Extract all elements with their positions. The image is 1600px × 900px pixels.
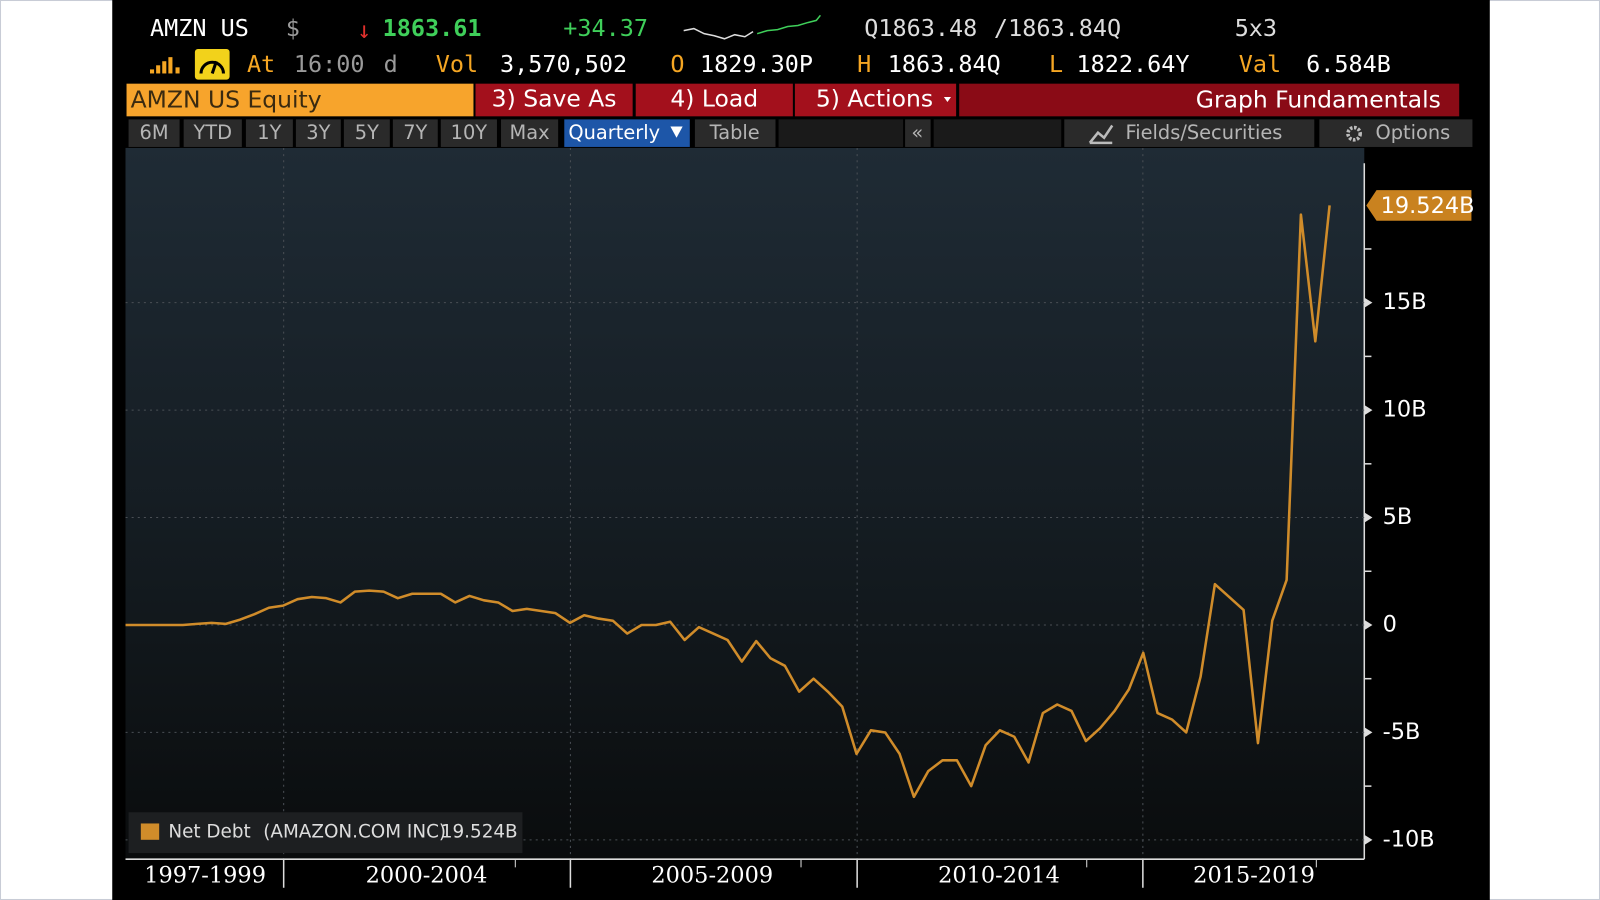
open-label: O [670, 50, 684, 78]
y-tick-label: -10B [1383, 826, 1435, 852]
tab[interactable] [295, 119, 341, 147]
y-tick-label: -5B [1383, 719, 1421, 745]
currency: $ [286, 14, 300, 42]
y-tick-label: 15B [1383, 289, 1427, 315]
tab-label[interactable]: 6M [140, 121, 169, 144]
high: 1863.84Q [888, 50, 1001, 78]
tab[interactable] [905, 119, 931, 147]
bid: Q1863.48 [864, 14, 977, 42]
signal-icon [150, 57, 180, 74]
save-as-label[interactable]: 3) Save As [492, 85, 617, 113]
dropdown-arrow [670, 126, 683, 138]
high-label: H [857, 50, 871, 78]
security[interactable]: AMZN US Equity [131, 86, 322, 114]
y-tick [1364, 619, 1373, 631]
tab[interactable] [1319, 119, 1473, 147]
tab-label[interactable]: 3Y [306, 121, 330, 144]
function-bar [959, 83, 1460, 117]
plot-area [125, 147, 1365, 860]
size: 5x3 [1235, 14, 1277, 42]
tab-label[interactable]: 7Y [403, 121, 427, 144]
tab-row: 6M YTD 1Y 3Y 5Y 7Y 10Y Max Quarterly Table « Fields… [128, 119, 1473, 147]
open: 1829.30P [700, 50, 813, 78]
val-label: Val [1239, 50, 1281, 78]
direction: ↓ [357, 16, 371, 44]
last-price: 1863.61 [383, 14, 482, 42]
load-label[interactable]: 4) Load [670, 85, 758, 113]
separator: / [994, 14, 1008, 42]
tab-label[interactable]: « [911, 121, 923, 144]
save-as-button[interactable] [475, 83, 633, 117]
tab[interactable] [564, 119, 690, 147]
tab-label[interactable]: Options [1376, 121, 1451, 144]
security-field[interactable] [126, 83, 474, 117]
tab-label[interactable]: 5Y [355, 121, 379, 144]
tab[interactable] [501, 119, 559, 147]
tab[interactable] [343, 119, 390, 147]
low-label: L [1049, 50, 1063, 78]
time-flag: d [384, 50, 398, 78]
tab-label[interactable]: Max [510, 121, 550, 144]
tab-label[interactable]: 1Y [257, 121, 281, 144]
ask: 1863.84Q [1008, 14, 1121, 42]
legend-name: Net Debt [168, 822, 250, 843]
gear-icon [1346, 125, 1362, 142]
tab[interactable] [183, 119, 242, 147]
tab[interactable] [245, 119, 293, 147]
tab[interactable] [392, 119, 438, 147]
y-tick-label: 0 [1383, 611, 1397, 637]
tab[interactable] [933, 119, 1062, 147]
sparkline-prev [683, 27, 754, 40]
time: 16:00 [294, 50, 365, 78]
last-value-label: 19.524B [1381, 193, 1475, 219]
actions-button[interactable] [794, 83, 957, 117]
actions-label[interactable]: 5) Actions [816, 85, 933, 113]
value: 6.584B [1306, 50, 1391, 78]
function-title: Graph Fundamentals [1196, 86, 1441, 114]
y-tick [1364, 297, 1373, 308]
at-label: At [247, 50, 275, 78]
y-tick [1364, 405, 1373, 416]
volume: 3,570,502 [500, 50, 627, 78]
legend-box [128, 812, 523, 854]
tab-label[interactable]: Quarterly [568, 121, 660, 144]
last-value-tag [1366, 190, 1472, 221]
y-tick [1364, 834, 1373, 845]
sparkline-today [756, 14, 822, 35]
y-tick [1364, 727, 1373, 738]
tab[interactable] [128, 119, 180, 147]
tab-label[interactable]: Table [709, 121, 760, 144]
tab-label[interactable]: 10Y [451, 121, 488, 144]
legend-security: (AMAZON.COM INC) [263, 822, 446, 843]
legend-value: 19.524B [441, 822, 518, 843]
change: +34.37 [563, 14, 648, 42]
x-tick-label: 2000-2004 [366, 863, 488, 889]
gauge-icon[interactable] [194, 48, 230, 80]
y-tick [1364, 512, 1373, 523]
x-tick-label: 1997-1999 [144, 863, 266, 889]
dropdown-arrow [943, 96, 952, 103]
x-tick-label: 2005-2009 [651, 863, 773, 889]
y-tick-label: 5B [1383, 504, 1413, 530]
vol-label: Vol [436, 50, 478, 78]
legend-swatch [140, 823, 160, 840]
y-tick-label: 10B [1383, 397, 1427, 423]
x-tick-label: 2015-2019 [1193, 863, 1315, 889]
x-tick-label: 2010-2014 [938, 863, 1060, 889]
tab[interactable] [694, 119, 776, 147]
ticker: AMZN US [150, 14, 249, 42]
tab[interactable] [440, 119, 497, 147]
tab-label[interactable]: Fields/Securities [1126, 121, 1283, 144]
load-button[interactable] [635, 83, 793, 117]
tab-label[interactable]: YTD [192, 121, 232, 144]
low: 1822.64Y [1077, 50, 1190, 78]
tab[interactable] [778, 119, 904, 147]
net-debt-line [125, 205, 1331, 799]
chart-icon [1088, 124, 1114, 145]
chart: -10B -5B 0 5B 10B 15B 19.524B Net Debt (AMAZON.C… [125, 147, 1475, 889]
